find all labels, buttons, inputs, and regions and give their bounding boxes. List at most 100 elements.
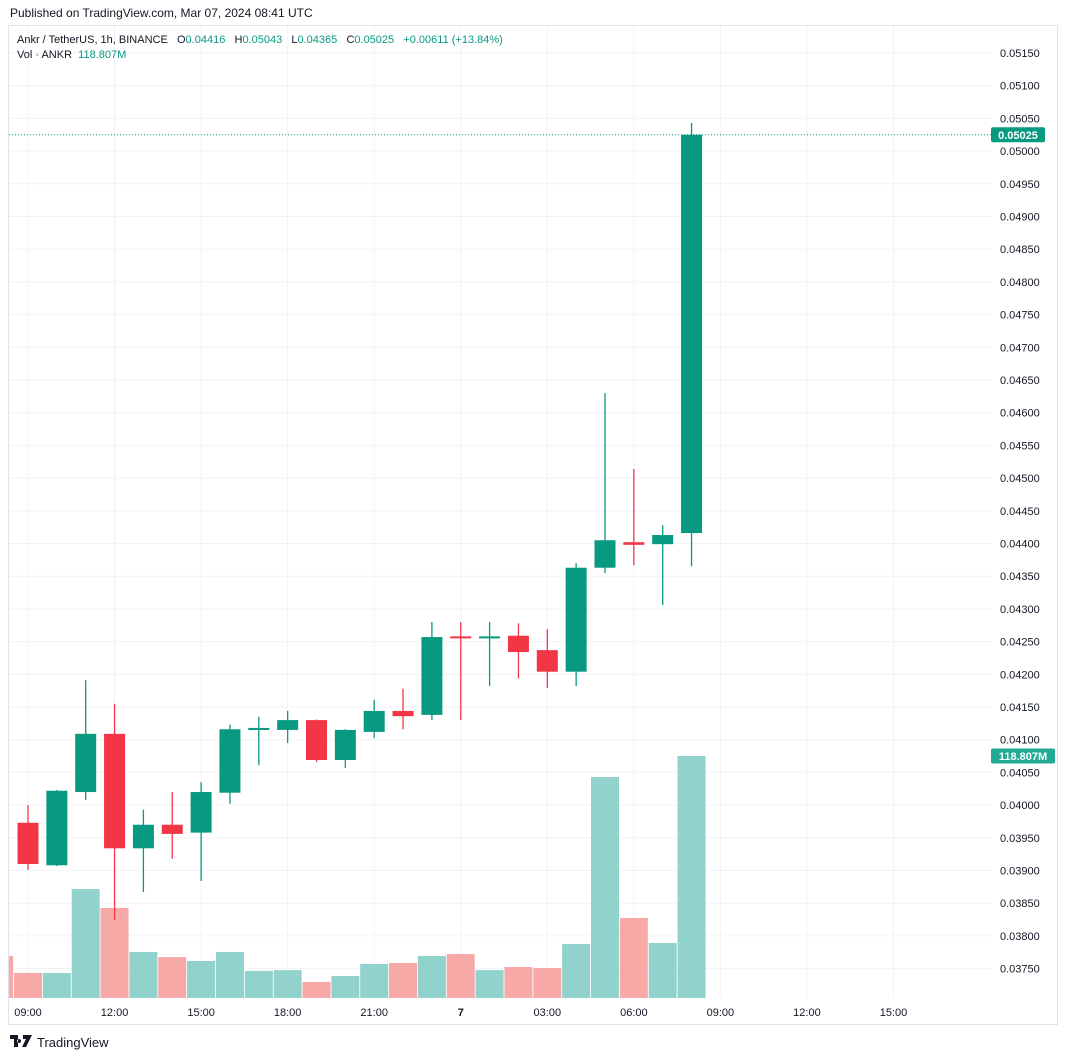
chart-legend: Ankr / TetherUS, 1h, BINANCE O0.04416 H0…	[17, 33, 503, 63]
volume-bar	[677, 756, 706, 998]
candle	[17, 805, 39, 870]
price-axis: 0.05150 0.05100 0.05050 0.05000 0.04950 0.049…	[1000, 48, 1040, 976]
close-label: C	[346, 34, 355, 46]
tradingview-logo[interactable]: TradingView	[10, 1034, 109, 1050]
candle	[75, 680, 97, 800]
candle-body	[681, 134, 703, 534]
candle-body	[594, 540, 616, 568]
volume-bar	[360, 963, 389, 998]
time-tick-label: 06:00	[620, 1007, 648, 1019]
candle-body	[507, 635, 529, 653]
price-tick-label: 0.04350	[1000, 571, 1040, 583]
price-tick-label: 0.04800	[1000, 277, 1040, 289]
price-tick-label: 0.04200	[1000, 669, 1040, 681]
candle-body	[334, 729, 356, 760]
volume-row: Vol · ANKR 118.807M	[17, 48, 503, 63]
candle	[132, 809, 154, 893]
volume-bar	[129, 951, 158, 998]
last-price-badge: 0.05025	[991, 127, 1045, 143]
price-tick-label: 0.04150	[1000, 702, 1040, 714]
price-tick-label: 0.04900	[1000, 212, 1040, 224]
candle	[104, 703, 126, 921]
volume-bar	[71, 889, 100, 998]
volume-bar	[331, 976, 360, 998]
volume-bar	[446, 954, 475, 998]
candle	[507, 623, 529, 679]
candle-body	[536, 650, 558, 672]
time-tick-label: 7	[458, 1007, 464, 1019]
price-tick-label: 0.04750	[1000, 310, 1040, 322]
tradingview-logo-icon	[10, 1034, 32, 1050]
candle-body	[104, 733, 126, 849]
open-value: 0.04416	[185, 34, 226, 46]
candle-body	[17, 822, 39, 864]
volume-bar	[562, 944, 591, 998]
candle-body	[161, 824, 183, 834]
time-tick-label: 12:00	[793, 1007, 821, 1019]
candle-body	[46, 790, 68, 866]
volume-bar	[619, 917, 648, 998]
candle	[392, 688, 414, 730]
candle	[306, 719, 327, 762]
price-tick-label: 0.04850	[1000, 244, 1040, 256]
candle	[536, 629, 558, 689]
volume-label[interactable]: Vol · ANKR	[17, 49, 73, 61]
time-tick-label: 21:00	[360, 1007, 388, 1019]
price-tick-label: 0.04300	[1000, 604, 1040, 616]
candle	[334, 729, 356, 768]
grid-lines	[9, 26, 992, 997]
candle-body	[132, 824, 154, 849]
volume-value: 118.807M	[78, 49, 127, 61]
svg-text:118.807M: 118.807M	[999, 751, 1047, 763]
volume-bar	[504, 967, 533, 998]
price-tick-label: 0.03850	[1000, 898, 1040, 910]
price-tick-label: 0.04100	[1000, 735, 1040, 747]
time-tick-label: 03:00	[534, 1007, 562, 1019]
price-tick-label: 0.04000	[1000, 800, 1040, 812]
price-tick-label: 0.04700	[1000, 342, 1040, 354]
time-tick-label: 09:00	[707, 1007, 735, 1019]
candle-body	[421, 637, 443, 715]
volume-bar	[158, 957, 187, 998]
candle-body	[277, 720, 299, 730]
time-tick-label: 15:00	[880, 1007, 908, 1019]
price-tick-label: 0.04400	[1000, 539, 1040, 551]
volume-bar	[14, 972, 42, 998]
volume-bar	[9, 956, 14, 998]
volume-bar	[417, 956, 446, 998]
price-tick-label: 0.05150	[1000, 48, 1040, 60]
candle	[248, 716, 270, 766]
price-tick-label: 0.04650	[1000, 375, 1040, 387]
time-axis: 09:00 12:00 15:00 18:00 21:00 7 03:00 06:00 09:0…	[14, 1007, 907, 1019]
volume-bar	[100, 907, 129, 998]
candle-body	[363, 710, 385, 732]
volume-bar	[42, 972, 71, 998]
price-tick-label: 0.04250	[1000, 637, 1040, 649]
candle-body	[75, 733, 97, 793]
change-value: +0.00611 (+13.84%)	[403, 34, 503, 46]
price-tick-label: 0.04500	[1000, 473, 1040, 485]
volume-bar	[187, 960, 216, 998]
candle-body	[565, 567, 587, 672]
candle-body	[623, 542, 645, 545]
price-tick-label: 0.04050	[1000, 767, 1040, 779]
volume-bar	[273, 970, 302, 998]
candle	[190, 782, 212, 881]
volume-bar	[244, 970, 273, 998]
volume-bar	[648, 943, 677, 998]
chart-frame	[8, 25, 1058, 1025]
candle-body	[306, 720, 327, 760]
svg-text:0.05025: 0.05025	[998, 130, 1038, 142]
candle	[594, 393, 616, 573]
candle-body	[219, 729, 241, 793]
price-tick-label: 0.05100	[1000, 81, 1040, 93]
open-label: O	[176, 34, 186, 46]
symbol-label[interactable]: Ankr / TetherUS, 1h, BINANCE	[17, 34, 168, 46]
high-value: 0.05043	[242, 34, 283, 46]
volume-bars	[9, 756, 706, 998]
candle-body	[248, 727, 270, 730]
candles	[17, 122, 703, 921]
price-tick-label: 0.05000	[1000, 146, 1040, 158]
time-tick-label: 09:00	[14, 1007, 42, 1019]
